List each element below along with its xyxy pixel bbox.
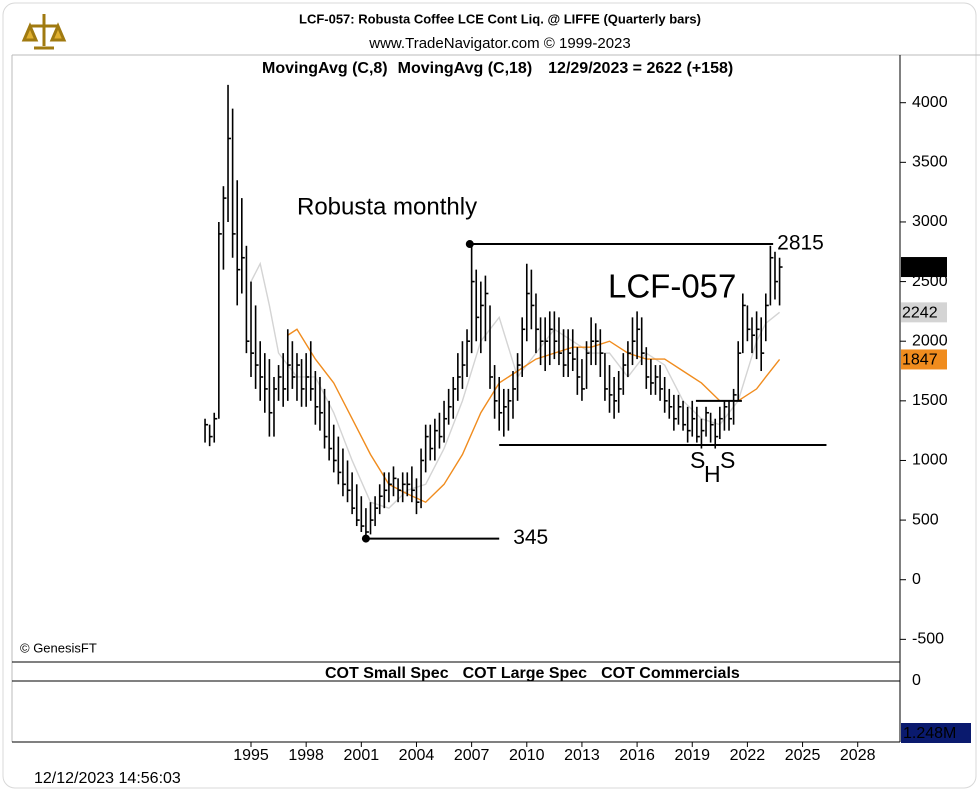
- annotation-value: 345: [513, 526, 548, 549]
- x-tick-label: 1995: [233, 747, 269, 764]
- annotation: H: [704, 461, 721, 487]
- y-tick-label: 500: [912, 511, 939, 528]
- x-tick-label: 2019: [674, 747, 710, 764]
- x-tick-label: 2010: [509, 747, 545, 764]
- y-tick-label: 2500: [912, 273, 948, 290]
- y-tick-label: 2000: [912, 332, 948, 349]
- value-tag-label: 1847: [902, 352, 938, 369]
- chart-subtitle: www.TradeNavigator.com © 1999-2023: [368, 35, 630, 52]
- x-tick-label: 2013: [564, 747, 600, 764]
- status-text: 12/29/2023 = 2622 (+158): [548, 60, 733, 77]
- annotation: S: [720, 447, 735, 473]
- cot-tick-label: 0: [912, 672, 921, 689]
- y-tick-label: 1000: [912, 452, 948, 469]
- y-tick-label: 4000: [912, 94, 948, 111]
- ma-line: [287, 328, 781, 504]
- x-tick-label: 2025: [785, 747, 821, 764]
- cot-legend-entry: COT Large Spec: [463, 665, 588, 682]
- value-tag-label: 2622: [902, 259, 938, 276]
- annotation-dot: [361, 534, 370, 543]
- ma-line: [250, 261, 781, 509]
- x-tick-label: 2007: [454, 747, 490, 764]
- value-tag: [901, 302, 947, 323]
- x-tick-label: 2028: [840, 747, 876, 764]
- cot-tag: [901, 723, 971, 743]
- x-tick-label: 2022: [730, 747, 766, 764]
- y-tick-label: 3000: [912, 213, 948, 230]
- cot-tag-label: 1.248M: [903, 725, 956, 742]
- annotation: Robusta monthly: [297, 193, 477, 220]
- x-tick-label: 2001: [344, 747, 380, 764]
- y-tick-label: 0: [912, 571, 921, 588]
- value-tag-label: 2242: [902, 305, 938, 322]
- legend-entry: MovingAvg (C,8): [262, 60, 388, 77]
- logo: [20, 12, 68, 52]
- x-tick-label: 2004: [399, 747, 435, 764]
- value-tag: [901, 257, 947, 278]
- legend-entry: MovingAvg (C,18): [398, 60, 533, 77]
- annotation-value: 2815: [777, 232, 824, 255]
- legend: MovingAvg (C,8) MovingAvg (C,18): [262, 60, 532, 77]
- annotation: LCF-057: [608, 268, 736, 305]
- y-tick-label: -500: [912, 631, 944, 648]
- value-tag: [901, 349, 947, 370]
- cot-legend-entry: COT Small Spec: [325, 665, 449, 682]
- annotation: S: [690, 447, 705, 473]
- timestamp: 12/12/2023 14:56:03: [34, 770, 181, 787]
- copyright: © GenesisFT: [20, 640, 97, 655]
- annotation-dot: [465, 240, 474, 249]
- x-tick-label: 2016: [619, 747, 655, 764]
- chart-title: LCF-057: Robusta Coffee LCE Cont Liq. @ …: [299, 11, 701, 26]
- x-tick-label: 1998: [288, 747, 324, 764]
- y-tick-label: 3500: [912, 154, 948, 171]
- y-tick-label: 1500: [912, 392, 948, 409]
- cot-legend-entry: COT Commercials: [601, 665, 740, 682]
